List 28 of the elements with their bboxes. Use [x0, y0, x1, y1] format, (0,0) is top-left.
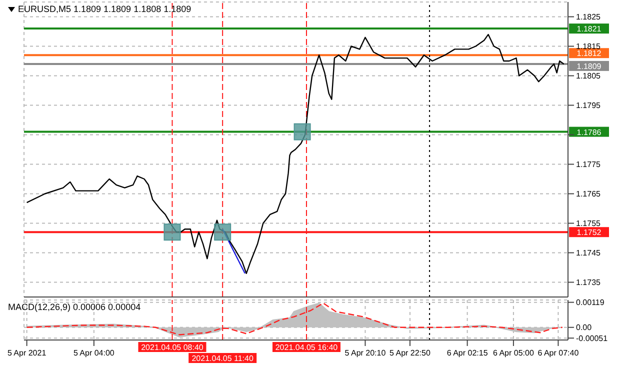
x-tick-label: 5 Apr 2021 — [7, 348, 47, 358]
ref-line-label: 1.1786 — [576, 128, 602, 137]
x-tick-label: 5 Apr 20:10 — [344, 348, 386, 358]
x-tick-label: 5 Apr 04:00 — [73, 348, 115, 358]
y-tick-label: -0.00051 — [576, 334, 608, 343]
y-tick-label: 0.00 — [576, 323, 592, 332]
ref-line-label: 1.1812 — [576, 49, 602, 58]
ref-line-label: 1.1752 — [576, 228, 602, 238]
y-tick-label: 0.00119 — [576, 298, 605, 308]
y-tick-label: 1.1755 — [576, 219, 602, 228]
ref-line-label: 2021.04.05 11:40 — [192, 354, 254, 363]
ref-line-label: 2021.04.05 16:40 — [275, 343, 338, 352]
x-tick-label: 6 Apr 02:15 — [446, 348, 488, 358]
y-tick-label: 1.1775 — [576, 160, 602, 170]
x-tick-label: 6 Apr 05:00 — [493, 348, 534, 358]
y-tick-label: 1.1745 — [576, 248, 602, 258]
y-tick-label: 1.1805 — [576, 72, 602, 81]
x-tick-label: 5 Apr 22:50 — [390, 348, 431, 358]
y-tick-label: 1.1765 — [576, 190, 602, 199]
ref-line-label: 2021.04.05 08:40 — [141, 343, 204, 352]
x-tick-label: 6 Apr 07:40 — [538, 348, 580, 358]
ref-line-label: 1.1809 — [576, 62, 602, 71]
y-tick-label: 1.1825 — [576, 12, 602, 22]
y-tick-label: 1.1795 — [576, 101, 602, 110]
ref-line-label: 1.1821 — [576, 24, 602, 34]
chart-title: MACD(12,26,9) 0.00006 0.00004 — [8, 302, 141, 312]
y-tick-label: 1.1735 — [576, 278, 602, 288]
chart-title: EURUSD,M5 1.1809 1.1809 1.1808 1.1809 — [18, 4, 192, 14]
